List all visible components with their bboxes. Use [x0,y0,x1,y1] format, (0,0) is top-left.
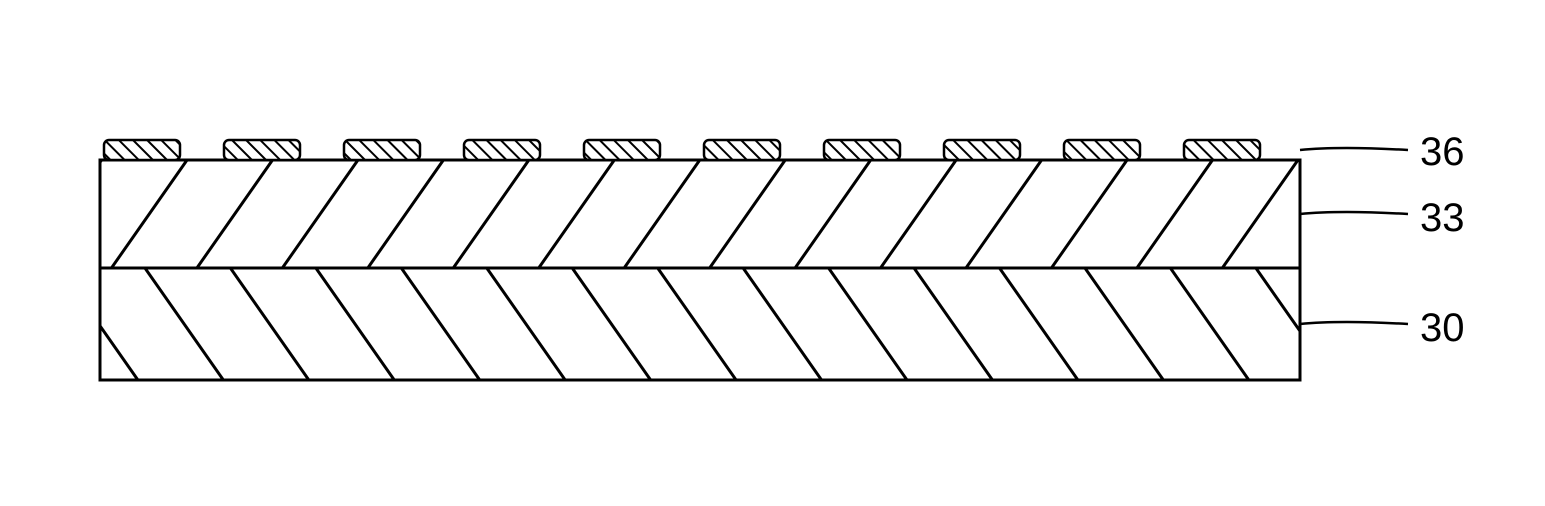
pad-36 [344,140,420,160]
leader-pads-36 [1300,148,1408,150]
layer-33 [100,160,1300,268]
leader-layer-33 [1300,212,1408,214]
pad-36 [1064,140,1140,160]
pad-36 [464,140,540,160]
label-36: 36 [1420,130,1465,175]
figure-container: 36 33 30 [0,0,1545,506]
pad-36 [824,140,900,160]
substrate-30 [100,268,1300,380]
cross-section-svg [0,0,1545,506]
label-30: 30 [1420,306,1465,351]
pad-36 [584,140,660,160]
leader-substrate-30 [1300,322,1408,324]
pad-36 [704,140,780,160]
pad-36 [104,140,180,160]
label-33: 33 [1420,196,1465,241]
pad-36 [944,140,1020,160]
pad-36 [224,140,300,160]
pad-36 [1184,140,1260,160]
